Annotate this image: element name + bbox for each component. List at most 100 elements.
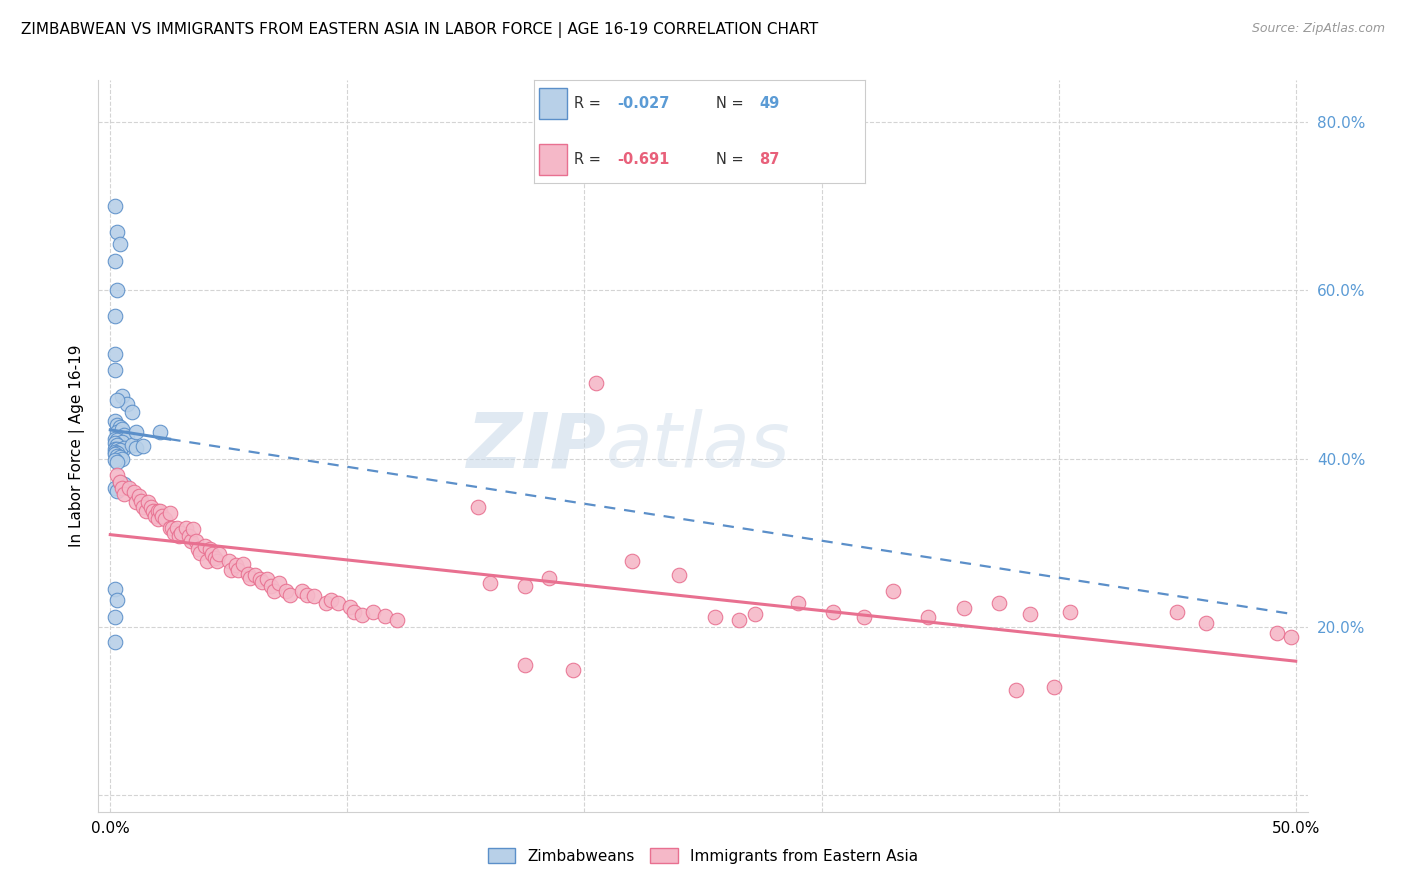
Point (108, 237, 131, 252)
Point (108, 475, 131, 490)
Point (177, 529, 200, 543)
Point (143, 508, 166, 523)
Point (104, 414, 127, 428)
Text: ZIMBABWEAN VS IMMIGRANTS FROM EASTERN ASIA IN LABOR FORCE | AGE 16-19 CORRELATIO: ZIMBABWEAN VS IMMIGRANTS FROM EASTERN AS… (21, 22, 818, 38)
Point (135, 504, 157, 518)
Point (181, 522, 204, 536)
Point (104, 363, 127, 377)
Point (326, 596, 349, 610)
Point (249, 572, 271, 586)
Point (232, 557, 254, 571)
Point (105, 446, 128, 460)
Point (727, 613, 749, 627)
Point (256, 572, 278, 586)
Point (295, 588, 318, 602)
Point (1166, 605, 1188, 619)
Point (250, 575, 273, 590)
Point (114, 428, 136, 442)
Point (882, 584, 904, 599)
Point (139, 500, 162, 515)
Point (315, 596, 337, 610)
Point (170, 525, 193, 540)
Point (620, 554, 643, 568)
Text: 49: 49 (759, 95, 779, 111)
Point (105, 483, 128, 498)
Point (111, 451, 134, 466)
Point (187, 541, 209, 556)
Point (115, 397, 138, 411)
Point (104, 635, 127, 649)
Point (104, 609, 127, 624)
Point (160, 520, 183, 534)
Point (104, 445, 127, 459)
FancyBboxPatch shape (540, 88, 567, 119)
Point (163, 525, 186, 540)
Point (108, 419, 131, 434)
Point (239, 571, 262, 585)
Point (104, 442, 127, 456)
Point (302, 590, 325, 604)
Point (104, 254, 127, 268)
Point (132, 439, 155, 453)
Point (515, 657, 537, 672)
Point (129, 493, 152, 508)
Text: R =: R = (574, 95, 606, 111)
Text: N =: N = (716, 153, 748, 168)
Point (260, 579, 283, 593)
Point (343, 605, 366, 619)
Point (786, 596, 808, 610)
Point (118, 481, 141, 495)
Point (467, 500, 489, 515)
Point (1265, 626, 1288, 640)
Point (174, 520, 197, 534)
Point (208, 548, 231, 562)
Point (105, 449, 128, 463)
Point (374, 608, 396, 623)
Text: R =: R = (574, 153, 606, 168)
Point (853, 609, 876, 624)
Point (561, 664, 583, 678)
Point (267, 576, 290, 591)
Point (105, 442, 128, 457)
Point (1019, 607, 1042, 622)
Point (125, 495, 148, 509)
Point (190, 546, 212, 560)
Point (115, 431, 138, 445)
Point (104, 453, 127, 467)
Point (108, 475, 131, 490)
Point (105, 433, 128, 447)
Point (104, 447, 127, 461)
Point (198, 542, 221, 557)
Point (122, 485, 145, 500)
Point (703, 609, 725, 624)
Point (149, 504, 172, 518)
Point (226, 563, 249, 577)
Point (142, 504, 165, 518)
Point (952, 601, 974, 615)
Legend: Zimbabweans, Immigrants from Eastern Asia: Zimbabweans, Immigrants from Eastern Asi… (482, 842, 924, 870)
Point (105, 392, 128, 407)
Y-axis label: In Labor Force | Age 16-19: In Labor Force | Age 16-19 (69, 344, 84, 548)
Point (225, 558, 247, 573)
Point (201, 547, 224, 561)
Point (111, 434, 134, 449)
Point (136, 495, 159, 509)
Text: 87: 87 (759, 153, 779, 168)
Text: atlas: atlas (606, 409, 790, 483)
Point (108, 443, 131, 458)
Point (1279, 630, 1302, 644)
Point (108, 450, 131, 464)
Point (121, 405, 143, 419)
Point (263, 583, 285, 598)
Point (339, 600, 361, 615)
Point (104, 309, 127, 323)
Point (319, 592, 342, 607)
Point (236, 566, 259, 581)
Point (823, 605, 845, 619)
Point (515, 579, 537, 593)
Point (149, 425, 172, 439)
Point (111, 388, 134, 402)
Point (128, 490, 150, 504)
Point (280, 588, 302, 602)
Point (668, 567, 690, 582)
